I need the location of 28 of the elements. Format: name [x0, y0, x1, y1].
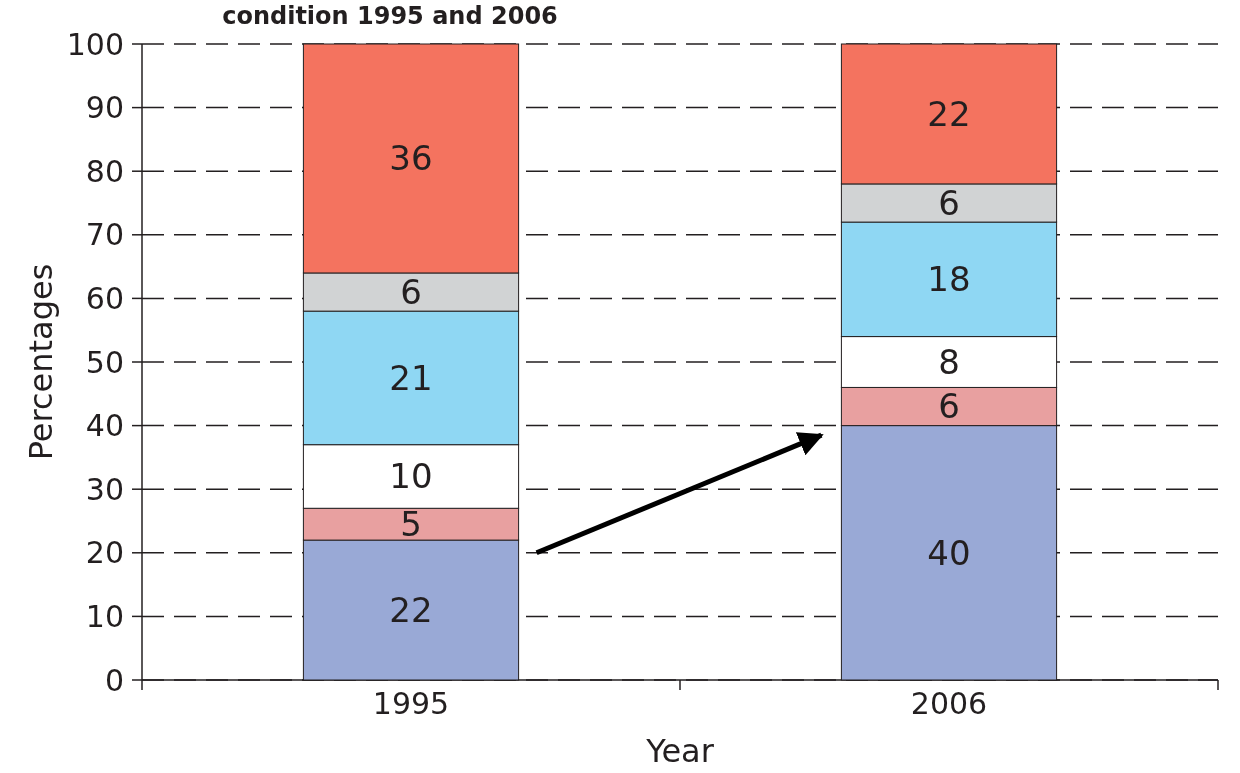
chart-title: condition 1995 and 2006 — [222, 2, 558, 30]
y-tick-label: 100 — [66, 26, 124, 62]
y-tick-label: 60 — [85, 280, 124, 316]
y-tick-label: 30 — [85, 471, 124, 507]
y-tick-label: 80 — [85, 153, 124, 189]
data-label: 6 — [400, 271, 422, 312]
x-axis-title: Year — [645, 732, 715, 770]
data-label: 5 — [400, 504, 422, 545]
y-tick-label: 50 — [85, 344, 124, 380]
data-label: 8 — [938, 341, 960, 382]
data-label: 36 — [389, 138, 433, 179]
data-label: 22 — [927, 93, 971, 134]
y-tick-label: 70 — [85, 217, 124, 253]
data-label: 10 — [389, 456, 433, 497]
y-tick-label: 20 — [85, 535, 124, 571]
x-tick-label: 1995 — [372, 686, 450, 721]
y-tick-label: 90 — [85, 90, 124, 126]
data-label: 40 — [927, 532, 971, 573]
data-label: 22 — [389, 589, 433, 630]
y-tick-label: 10 — [85, 598, 124, 634]
data-label: 21 — [389, 357, 433, 398]
data-label: 6 — [938, 182, 960, 223]
data-label: 6 — [938, 386, 960, 427]
x-tick-label: 2006 — [910, 686, 988, 721]
y-tick-label: 0 — [104, 662, 124, 698]
data-label: 18 — [927, 259, 971, 300]
y-axis-title: Percentages — [22, 263, 60, 461]
y-tick-label: 40 — [85, 408, 124, 444]
